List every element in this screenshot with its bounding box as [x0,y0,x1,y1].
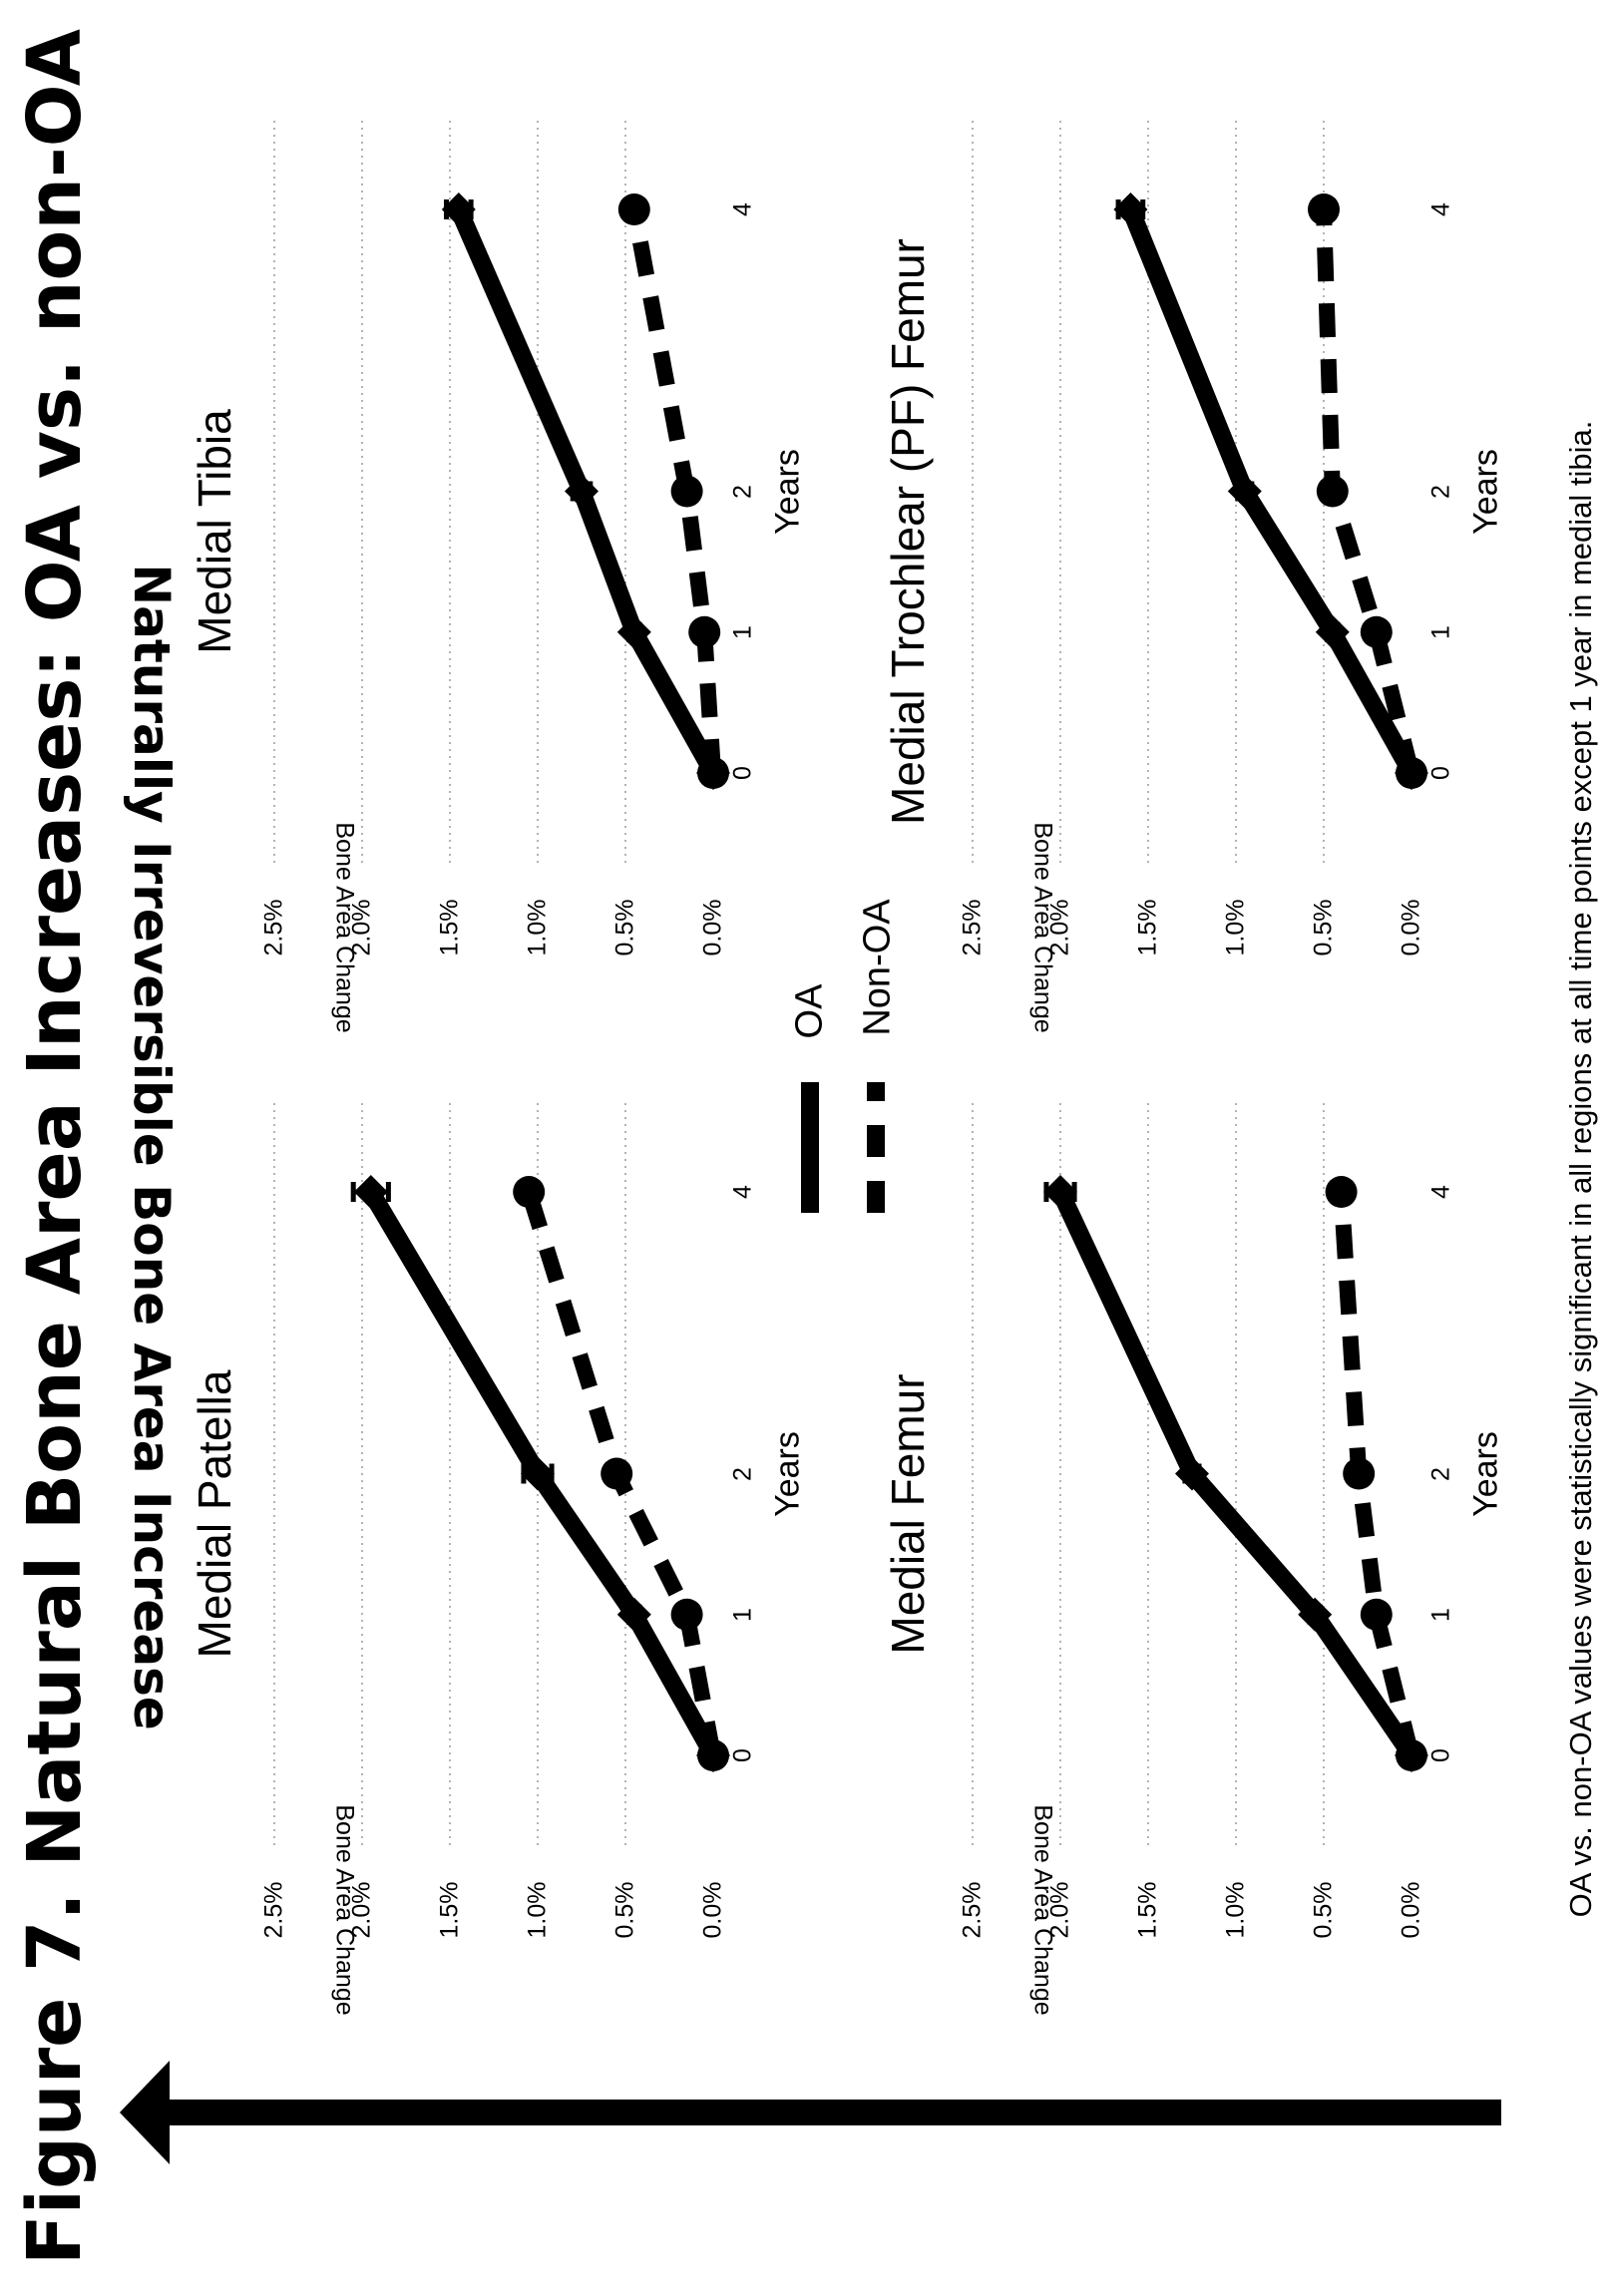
x-tick-label: 1 [728,1607,757,1622]
oa-data-point [1227,474,1262,509]
oa-data-point [1315,614,1350,649]
oa-data-point [441,192,476,226]
non-oa-data-point [697,1739,729,1771]
chart-panel-3 [972,1102,1428,1845]
non-oa-data-point [1316,475,1349,508]
non-oa-data-point [1325,1176,1358,1208]
y-tick-label: 1.0% [1221,1881,1250,1939]
non-oa-data-point [1343,1457,1376,1490]
x-axis-label: Years [1466,448,1505,535]
non-oa-data-point [601,1457,633,1490]
x-tick-label: 0 [728,766,757,780]
y-tick-label: 0.0% [1397,899,1425,957]
chart-title: Medial Patella [189,1369,240,1658]
non-oa-data-point [617,193,650,225]
y-tick-label: 0.5% [610,1881,639,1939]
non-oa-data-point [1308,193,1340,225]
x-tick-label: 2 [728,484,757,499]
y-axis-label: Bone Area Change [330,822,359,1033]
y-axis-label: Bone Area Change [330,1804,359,2016]
oa-data-point [616,614,651,649]
oa-data-point [1113,192,1148,226]
non-oa-data-point [513,1176,546,1208]
y-tick-label: 1.5% [1133,1881,1162,1939]
x-axis-label: Years [768,448,807,535]
legend-oa-label: OA [788,983,831,1039]
oa-series-line [1122,205,1419,778]
y-tick-label: 0.0% [1397,1881,1425,1939]
non-oa-data-point [1360,1598,1393,1631]
chart-title: Medial Trochlear (PF) Femur [882,237,934,825]
oa-data-point [521,1456,555,1491]
chart-panel-1 [273,1102,730,1845]
y-tick-label: 2.5% [958,899,987,957]
y-tick-label: 0.5% [610,899,639,957]
oa-data-point [1043,1175,1077,1209]
non-oa-series-line [1333,1191,1419,1757]
oa-data-point [1298,1597,1333,1632]
y-tick-label: 1.0% [523,899,552,957]
x-tick-label: 2 [1426,484,1455,499]
non-oa-data-point [697,757,729,789]
oa-data-point [353,1175,388,1209]
y-tick-label: 1.0% [1221,899,1250,957]
y-axis-label: Bone Area Change [1028,822,1057,1033]
chart-title: Medial Femur [882,1372,934,1655]
x-tick-label: 0 [1426,1748,1455,1762]
oa-series-line [363,1187,721,1760]
y-tick-label: 2.5% [958,1881,987,1939]
oa-series-line [450,205,721,778]
y-tick-label: 0.5% [1309,1881,1338,1939]
y-tick-label: 2.5% [259,899,288,957]
x-tick-label: 4 [1426,1185,1455,1199]
non-oa-series-line [521,1189,721,1757]
oa-data-point [616,1597,651,1632]
y-tick-label: 1.0% [523,1881,552,1939]
non-oa-data-point [1396,757,1427,789]
non-oa-series-line [625,207,721,774]
non-oa-data-point [688,615,721,648]
x-tick-label: 1 [728,624,757,639]
y-tick-label: 0.0% [698,1881,727,1939]
x-tick-label: 1 [1426,624,1455,639]
y-tick-label: 0.0% [698,899,727,957]
non-oa-data-point [670,475,703,508]
x-tick-label: 4 [728,1185,757,1199]
x-tick-label: 1 [1426,1607,1455,1622]
y-axis-label: Bone Area Change [1028,1804,1057,2016]
oa-data-point [565,474,599,509]
x-axis-label: Years [768,1430,807,1517]
x-tick-label: 2 [1426,1466,1455,1481]
x-tick-label: 2 [728,1466,757,1481]
oa-data-point [1175,1456,1209,1491]
non-oa-series-line [1316,208,1419,775]
y-tick-label: 2.5% [259,1881,288,1939]
x-tick-label: 0 [728,1748,757,1762]
y-tick-label: 1.5% [1133,899,1162,957]
non-oa-data-point [1360,615,1393,648]
legend-non-oa-label: Non-OA [856,899,899,1036]
oa-series-line [1051,1188,1419,1761]
chart-title: Medial Tibia [189,408,240,654]
x-tick-label: 0 [1426,766,1455,780]
chart-panel-2 [273,120,730,863]
x-tick-label: 4 [728,202,757,216]
non-oa-data-point [670,1598,703,1631]
y-tick-label: 0.5% [1309,899,1338,957]
x-tick-label: 4 [1426,202,1455,216]
y-tick-label: 1.5% [435,899,464,957]
x-axis-label: Years [1466,1430,1505,1517]
chart-panel-4 [972,120,1428,863]
y-tick-label: 1.5% [435,1881,464,1939]
non-oa-data-point [1396,1739,1427,1771]
